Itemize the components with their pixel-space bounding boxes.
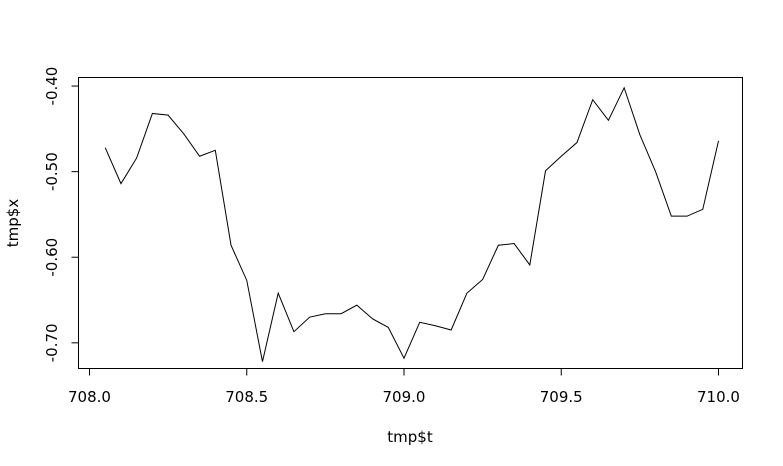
x-tick-label: 709.0 <box>383 388 426 406</box>
y-tick-label: -0.70 <box>43 323 61 362</box>
y-tick-label: -0.60 <box>43 238 61 277</box>
series-line <box>104 86 719 362</box>
x-tick-label: 708.5 <box>225 388 268 406</box>
x-tick-label: 708.0 <box>68 388 111 406</box>
y-axis: -0.70 -0.60 -0.50 -0.40 <box>43 67 79 362</box>
x-tick-label: 710.0 <box>697 388 740 406</box>
y-axis-title: tmp$x <box>4 199 22 248</box>
x-axis: 708.0 708.5 709.0 709.5 710.0 <box>68 368 740 406</box>
x-axis-title: tmp$t <box>387 428 433 446</box>
plot-frame <box>78 77 743 369</box>
y-tick-label: -0.50 <box>43 152 61 191</box>
y-tick-label: -0.40 <box>43 67 61 106</box>
x-tick-label: 709.5 <box>540 388 583 406</box>
